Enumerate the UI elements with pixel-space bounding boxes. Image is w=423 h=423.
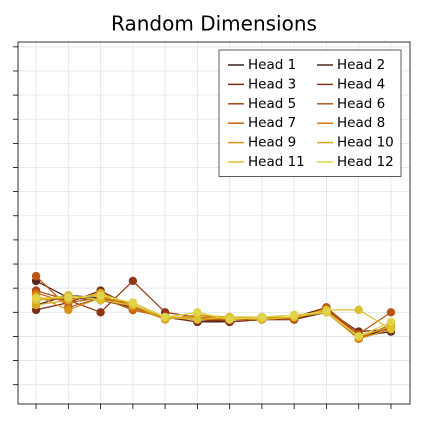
legend-label: Head 7 (248, 115, 296, 131)
legend-label: Head 9 (248, 135, 296, 151)
series-line (35, 294, 392, 330)
legend-label: Head 8 (337, 115, 385, 131)
point (128, 276, 138, 286)
point (289, 310, 299, 319)
point (322, 308, 331, 317)
point (225, 315, 234, 324)
legend-label: Head 10 (337, 135, 394, 151)
point (31, 271, 41, 281)
legend-label: Head 11 (248, 154, 305, 170)
series-line (35, 289, 392, 340)
point (193, 308, 202, 317)
chart-title: Random Dimensions (111, 12, 317, 36)
point (160, 312, 170, 322)
legend-label: Head 3 (248, 76, 296, 92)
point (193, 315, 202, 324)
point (96, 291, 105, 300)
point (386, 308, 396, 317)
legend-label: Head 12 (337, 154, 394, 170)
legend-label: Head 6 (337, 96, 385, 112)
point (31, 293, 41, 303)
plot-frame (17, 41, 411, 405)
legend-box (218, 49, 402, 177)
series-line (36, 280, 392, 338)
point (386, 324, 396, 334)
series-line (36, 294, 392, 338)
legend-label: Head 4 (337, 76, 385, 92)
point (386, 317, 396, 327)
point (128, 298, 138, 307)
series-line (35, 289, 392, 333)
point (354, 305, 363, 315)
point (96, 308, 105, 317)
legend-label: Head 5 (248, 96, 296, 112)
series-line (35, 275, 392, 335)
point (354, 332, 363, 341)
point (64, 293, 73, 303)
point (64, 305, 73, 315)
legend-label: Head 2 (337, 57, 385, 73)
point (257, 312, 267, 322)
legend-label: Head 1 (248, 57, 296, 73)
